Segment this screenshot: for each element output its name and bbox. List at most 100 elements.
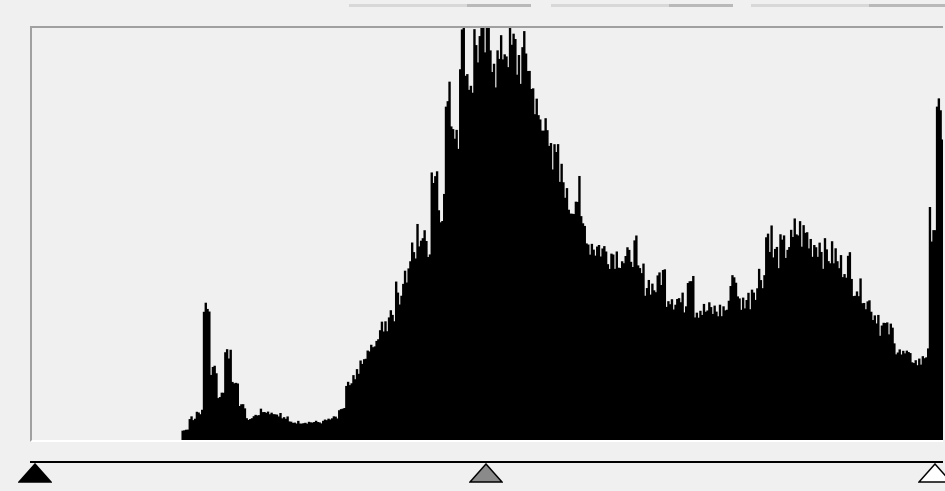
histogram-bar [894,354,898,440]
histogram-bar [800,246,804,440]
histogram-bar [245,418,248,440]
histogram-bar [542,130,546,440]
histogram-bar [610,253,613,440]
histogram-bar [325,420,328,440]
histogram-bar [807,248,811,440]
gamma-slider-handle[interactable] [469,463,503,483]
black-point-slider-handle[interactable] [18,463,52,483]
histogram-bar [277,416,280,440]
histogram-bar [482,28,485,440]
histogram-bar [649,294,652,440]
histogram-bar [462,28,465,440]
histogram-bar [805,232,809,440]
histogram-bar [903,353,907,440]
histogram-bar [635,235,638,440]
histogram-bar [432,182,435,440]
histogram-bar [297,420,300,440]
histogram-bar [320,423,323,440]
histogram-bar [394,281,398,440]
histogram-bar [645,288,649,440]
histogram-bar [820,251,823,440]
histogram-bar [434,176,437,440]
histogram-bar [410,242,414,440]
white-point-slider-handle[interactable] [918,463,945,483]
histogram-bar [334,416,337,440]
histogram-bar [640,273,643,440]
histogram-bar [247,419,250,440]
toolbar-segment [551,4,669,7]
histogram-bar [900,354,903,440]
histogram-bar [496,50,499,440]
histogram-bar [731,275,734,440]
histogram-bar [843,274,846,440]
histogram-bar [556,144,560,440]
histogram-bar [884,323,887,440]
histogram-bar [357,373,360,440]
histogram-bar [355,369,359,440]
histogram-bar [259,408,263,440]
histogram-bar [825,249,828,440]
histogram-bar [443,193,446,440]
histogram-bar [306,423,309,440]
histogram-bar [594,255,597,440]
histogram-bar [501,59,505,440]
histogram-bar [193,418,197,440]
histogram-bar [720,316,723,440]
histogram-bar [745,300,748,440]
histogram-bar [836,261,839,440]
histogram-bar [862,302,866,440]
histogram-bar [273,414,277,440]
histogram-bar [535,98,538,440]
histogram-bar [213,365,216,440]
histogram-bar [930,241,933,440]
histogram-bar [441,221,444,440]
histogram-bar [498,58,501,440]
histogram-bar [912,363,916,440]
histogram-bar [784,257,788,440]
histogram-bar [729,286,732,440]
histogram-bar [268,414,272,440]
histogram-bar [252,416,256,440]
histogram-bar [400,295,403,440]
histogram-bar [612,254,615,440]
histogram-bar [507,67,510,440]
histogram-bar [907,352,910,440]
histogram-bar [368,351,371,440]
histogram-bar [485,28,489,440]
histogram-bar [469,85,473,440]
histogram-bar [672,309,675,440]
histogram-bar [240,404,243,440]
histogram-bar [859,278,862,440]
histogram-bar [428,254,432,440]
histogram-bar [656,275,659,440]
histogram-bar [261,412,264,440]
histogram-bar [427,257,430,440]
histogram-bar [220,392,223,440]
histogram-bar [935,106,939,440]
histogram-bar [925,357,928,440]
histogram-bar [311,422,314,440]
histogram-bar [604,251,608,440]
histogram-bar [775,246,779,440]
histogram-bar [773,248,777,440]
histogram-bar [590,243,594,440]
histogram-bar [576,201,579,440]
histogram-bar [236,383,239,440]
histogram-bar [660,285,663,440]
histogram-bar [421,238,425,440]
histogram-bar [418,246,421,440]
histogram-bar [366,350,369,440]
histogram-bar [555,152,558,440]
histogram-bar [791,236,795,440]
input-levels-slider-track[interactable] [30,461,943,463]
histogram-bar [389,310,393,440]
histogram-bar [928,207,932,440]
histogram-bar [293,422,296,440]
histogram-bar [457,148,460,440]
histogram-bar [539,119,542,440]
histogram-bar [893,343,896,440]
histogram-bar [896,352,900,440]
histogram-bar [409,261,412,440]
histogram-bar [476,62,480,440]
histogram-bar [861,303,864,440]
